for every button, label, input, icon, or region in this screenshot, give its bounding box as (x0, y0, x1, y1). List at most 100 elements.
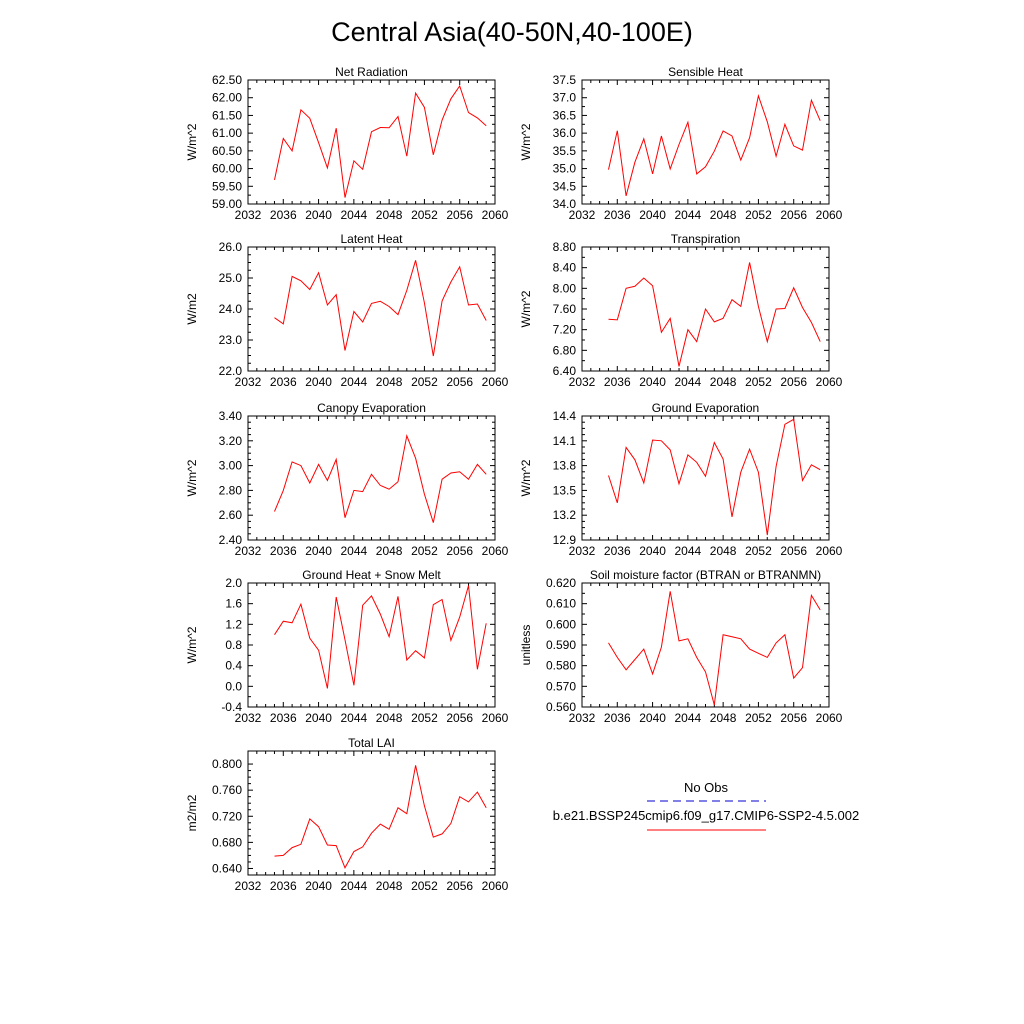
y-tick-label-canopy-evaporation: 2.40 (219, 533, 243, 547)
x-tick-label-ground-heat-snow-melt: 2036 (270, 711, 297, 725)
y-tick-label-net-radiation: 61.00 (212, 126, 242, 140)
y-tick-label-latent-heat: 22.0 (219, 364, 243, 378)
y-tick-label-total-lai: 0.680 (212, 835, 242, 849)
x-tick-label-sensible-heat: 2056 (780, 208, 807, 222)
figure-title: Central Asia(40-50N,40-100E) (331, 17, 693, 47)
y-tick-label-total-lai: 0.800 (212, 757, 242, 771)
y-tick-label-transpiration: 7.60 (553, 302, 577, 316)
series-line-latent-heat (274, 260, 487, 357)
x-tick-label-soil-moisture-factor-btran-or-btranmn: 2036 (604, 711, 631, 725)
x-tick-label-net-radiation: 2044 (341, 208, 368, 222)
y-axis-label-ground-heat-snow-melt: W/m^2 (185, 626, 199, 663)
y-tick-label-net-radiation: 62.00 (212, 91, 242, 105)
y-tick-label-sensible-heat: 36.5 (553, 108, 577, 122)
x-tick-label-transpiration: 2060 (816, 375, 843, 389)
x-tick-label-latent-heat: 2060 (482, 375, 509, 389)
panel-title-net-radiation: Net Radiation (335, 65, 408, 79)
legend: No Obs b.e21.BSSP245cmip6.f09_g17.CMIP6-… (553, 780, 859, 831)
panel-title-transpiration: Transpiration (671, 232, 741, 246)
y-tick-label-canopy-evaporation: 3.20 (219, 434, 243, 448)
x-tick-label-soil-moisture-factor-btran-or-btranmn: 2048 (710, 711, 737, 725)
x-tick-label-latent-heat: 2036 (270, 375, 297, 389)
series-line-total-lai (274, 765, 487, 869)
panel-title-ground-heat-snow-melt: Ground Heat + Snow Melt (302, 568, 441, 582)
y-tick-label-sensible-heat: 36.0 (553, 126, 577, 140)
plot-frame-ground-heat-snow-melt (247, 582, 496, 708)
y-tick-label-soil-moisture-factor-btran-or-btranmn: 0.590 (546, 638, 576, 652)
x-tick-label-net-radiation: 2052 (411, 208, 438, 222)
y-tick-label-sensible-heat: 34.0 (553, 197, 577, 211)
y-axis-label-sensible-heat: W/m^2 (519, 123, 533, 160)
x-tick-label-total-lai: 2044 (341, 879, 368, 893)
panel-title-total-lai: Total LAI (348, 736, 395, 750)
y-tick-label-ground-heat-snow-melt: 0.0 (225, 679, 242, 693)
x-tick-label-sensible-heat: 2032 (569, 208, 596, 222)
x-tick-label-ground-evaporation: 2060 (816, 544, 843, 558)
x-tick-label-soil-moisture-factor-btran-or-btranmn: 2060 (816, 711, 843, 725)
x-tick-label-ground-heat-snow-melt: 2056 (446, 711, 473, 725)
panel-title-soil-moisture-factor-btran-or-btranmn: Soil moisture factor (BTRAN or BTRANMN) (590, 568, 821, 582)
x-tick-label-sensible-heat: 2060 (816, 208, 843, 222)
y-tick-label-ground-heat-snow-melt: 2.0 (225, 576, 242, 590)
x-tick-label-ground-heat-snow-melt: 2040 (305, 711, 332, 725)
series-line-sensible-heat (608, 94, 821, 197)
x-tick-label-total-lai: 2056 (446, 879, 473, 893)
y-axis-label-net-radiation: W/m^2 (185, 123, 199, 160)
x-tick-label-total-lai: 2052 (411, 879, 438, 893)
panel-sensible-heat: Sensible Heat W/m^2 2032 2036 2040 2044 2048 20… (519, 65, 843, 222)
x-tick-label-ground-evaporation: 2056 (780, 544, 807, 558)
y-tick-label-net-radiation: 59.50 (212, 179, 242, 193)
x-tick-label-sensible-heat: 2044 (675, 208, 702, 222)
y-tick-label-canopy-evaporation: 2.60 (219, 508, 243, 522)
y-tick-label-transpiration: 6.80 (553, 343, 577, 357)
y-tick-label-soil-moisture-factor-btran-or-btranmn: 0.560 (546, 700, 576, 714)
x-tick-label-canopy-evaporation: 2056 (446, 544, 473, 558)
x-tick-label-latent-heat: 2052 (411, 375, 438, 389)
x-tick-label-transpiration: 2056 (780, 375, 807, 389)
y-tick-label-net-radiation: 62.50 (212, 73, 242, 87)
y-axis-label-latent-heat: W/m2 (185, 293, 199, 325)
x-tick-label-ground-heat-snow-melt: 2048 (376, 711, 403, 725)
series-line-soil-moisture-factor-btran-or-btranmn (608, 591, 821, 706)
panel-title-ground-evaporation: Ground Evaporation (652, 401, 759, 415)
x-tick-label-canopy-evaporation: 2060 (482, 544, 509, 558)
x-tick-label-net-radiation: 2048 (376, 208, 403, 222)
y-tick-label-sensible-heat: 35.0 (553, 162, 577, 176)
y-tick-label-transpiration: 7.20 (553, 323, 577, 337)
y-tick-label-transpiration: 8.00 (553, 281, 577, 295)
y-tick-label-ground-heat-snow-melt: 1.6 (225, 597, 242, 611)
x-tick-label-net-radiation: 2040 (305, 208, 332, 222)
panel-latent-heat: Latent Heat W/m2 2032 2036 2040 2044 2048 2052 2… (185, 232, 509, 389)
plot-frame-latent-heat (247, 246, 496, 372)
y-axis-label-ground-evaporation: W/m^2 (519, 459, 533, 496)
y-tick-label-soil-moisture-factor-btran-or-btranmn: 0.620 (546, 576, 576, 590)
x-tick-label-canopy-evaporation: 2044 (341, 544, 368, 558)
y-tick-label-ground-evaporation: 13.8 (553, 459, 577, 473)
x-tick-label-ground-heat-snow-melt: 2044 (341, 711, 368, 725)
panel-transpiration: Transpiration W/m^2 2032 2036 2040 2044 2048 20… (519, 232, 843, 389)
plot-frame-total-lai (247, 750, 496, 876)
x-tick-label-net-radiation: 2060 (482, 208, 509, 222)
y-axis-label-soil-moisture-factor-btran-or-btranmn: unitless (519, 625, 533, 666)
plot-frame-canopy-evaporation (247, 415, 496, 541)
x-tick-label-latent-heat: 2048 (376, 375, 403, 389)
y-tick-label-latent-heat: 23.0 (219, 333, 243, 347)
plot-frame-soil-moisture-factor-btran-or-btranmn (581, 582, 830, 708)
x-tick-label-ground-evaporation: 2036 (604, 544, 631, 558)
y-tick-label-soil-moisture-factor-btran-or-btranmn: 0.570 (546, 679, 576, 693)
panel-ground-evaporation: Ground Evaporation W/m^2 2032 2036 2040 2044 2… (519, 401, 843, 558)
y-tick-label-total-lai: 0.720 (212, 809, 242, 823)
x-tick-label-net-radiation: 2036 (270, 208, 297, 222)
x-tick-label-latent-heat: 2056 (446, 375, 473, 389)
legend-model-label: b.e21.BSSP245cmip6.f09_g17.CMIP6-SSP2-4.… (553, 808, 859, 823)
x-tick-label-transpiration: 2044 (675, 375, 702, 389)
series-line-net-radiation (274, 84, 487, 198)
y-tick-label-latent-heat: 26.0 (219, 240, 243, 254)
panel-title-sensible-heat: Sensible Heat (668, 65, 743, 79)
x-tick-label-net-radiation: 2056 (446, 208, 473, 222)
x-tick-label-soil-moisture-factor-btran-or-btranmn: 2032 (569, 711, 596, 725)
series-line-ground-evaporation (608, 418, 821, 536)
y-tick-label-canopy-evaporation: 3.40 (219, 409, 243, 423)
x-tick-label-transpiration: 2052 (745, 375, 772, 389)
